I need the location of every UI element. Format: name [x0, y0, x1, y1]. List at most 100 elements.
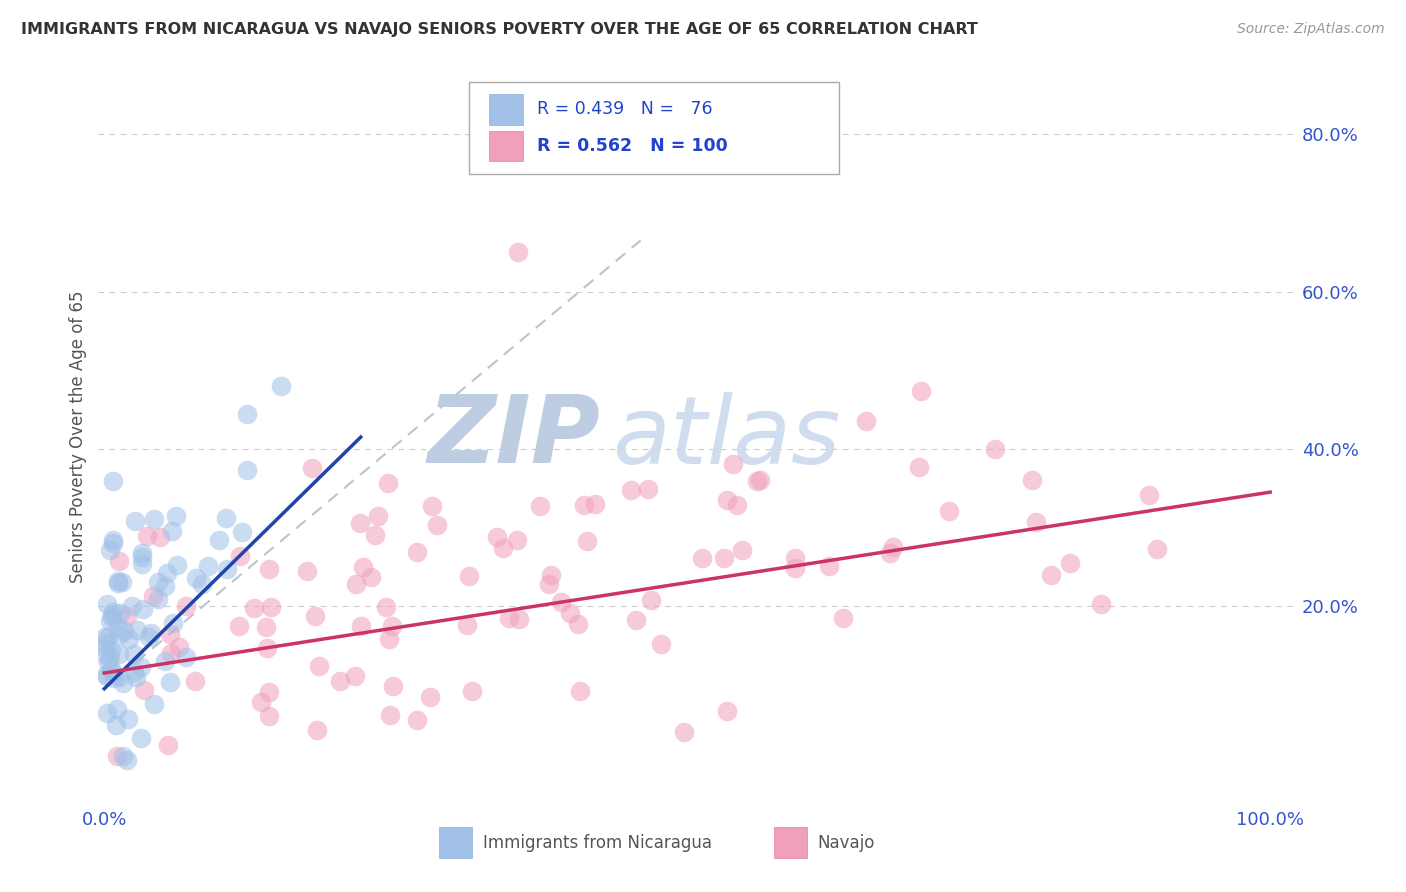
FancyBboxPatch shape [773, 827, 807, 858]
Point [583, 497, 606, 511]
Text: IMMIGRANTS FROM NICARAGUA VS NAVAJO SENIORS POVERTY OVER THE AGE OF 65 CORRELATI: IMMIGRANTS FROM NICARAGUA VS NAVAJO SENI… [21, 22, 979, 37]
Point [420, 500, 443, 514]
Point [97, 655, 120, 669]
Point [96, 706, 118, 720]
Point [236, 408, 259, 422]
Point [352, 559, 374, 574]
Point [121, 599, 143, 613]
Point [142, 589, 165, 603]
Point [259, 684, 281, 698]
Point [243, 601, 266, 615]
Point [485, 530, 508, 544]
Point [382, 679, 405, 693]
Point [783, 551, 806, 566]
Point [344, 576, 367, 591]
Point [214, 511, 236, 525]
Point [378, 632, 401, 647]
Point [461, 683, 484, 698]
Point [108, 554, 131, 568]
Point [107, 620, 129, 634]
Point [350, 619, 373, 633]
Point [307, 723, 329, 738]
Point [98, 614, 121, 628]
Point [101, 474, 124, 488]
Point [832, 611, 855, 625]
Point [105, 701, 128, 715]
Point [567, 617, 589, 632]
Text: ZIP: ZIP [427, 391, 600, 483]
Point [228, 549, 250, 564]
Point [1090, 598, 1112, 612]
Point [122, 665, 145, 679]
Point [818, 558, 841, 573]
Point [101, 610, 124, 624]
Point [508, 245, 530, 260]
Point [96, 667, 118, 681]
Point [105, 748, 128, 763]
Point [112, 624, 135, 638]
Point [94, 640, 117, 655]
Point [166, 558, 188, 572]
Point [250, 694, 273, 708]
Point [138, 630, 160, 644]
Point [115, 609, 138, 624]
Point [135, 529, 157, 543]
Point [377, 476, 399, 491]
Point [304, 609, 326, 624]
FancyBboxPatch shape [439, 827, 472, 858]
Point [125, 623, 148, 637]
Point [506, 533, 529, 548]
Point [672, 725, 695, 739]
Point [112, 675, 135, 690]
Point [100, 662, 122, 676]
Point [529, 499, 551, 513]
Point [879, 546, 901, 560]
Point [908, 459, 931, 474]
Point [103, 671, 125, 685]
Point [560, 606, 582, 620]
Point [381, 619, 404, 633]
Point [364, 527, 387, 541]
Point [131, 546, 153, 560]
Point [129, 660, 152, 674]
Point [540, 568, 562, 582]
Point [749, 474, 772, 488]
Point [132, 602, 155, 616]
Point [637, 482, 659, 496]
Point [650, 637, 672, 651]
Point [143, 697, 166, 711]
Point [569, 684, 592, 698]
Point [208, 533, 231, 547]
Point [101, 533, 124, 547]
Point [910, 384, 932, 398]
Point [103, 536, 125, 550]
Point [236, 463, 259, 477]
Point [160, 524, 183, 538]
Point [149, 530, 172, 544]
Text: Navajo: Navajo [818, 834, 876, 852]
Point [550, 595, 572, 609]
Point [983, 442, 1005, 457]
Point [176, 650, 198, 665]
Point [1059, 556, 1081, 570]
Text: R = 0.439   N =   76: R = 0.439 N = 76 [537, 101, 713, 119]
Point [124, 514, 146, 528]
FancyBboxPatch shape [489, 130, 523, 161]
Point [159, 675, 181, 690]
Point [783, 560, 806, 574]
Point [716, 705, 738, 719]
Point [626, 613, 648, 627]
Point [360, 570, 382, 584]
Point [690, 550, 713, 565]
Point [329, 674, 352, 689]
Point [167, 640, 190, 654]
Y-axis label: Seniors Poverty Over the Age of 65: Seniors Poverty Over the Age of 65 [69, 291, 87, 583]
Point [100, 543, 122, 558]
Point [131, 731, 153, 745]
Point [146, 574, 169, 589]
Point [419, 690, 441, 704]
Point [105, 718, 128, 732]
Point [713, 550, 735, 565]
Point [191, 576, 214, 591]
Point [426, 518, 449, 533]
